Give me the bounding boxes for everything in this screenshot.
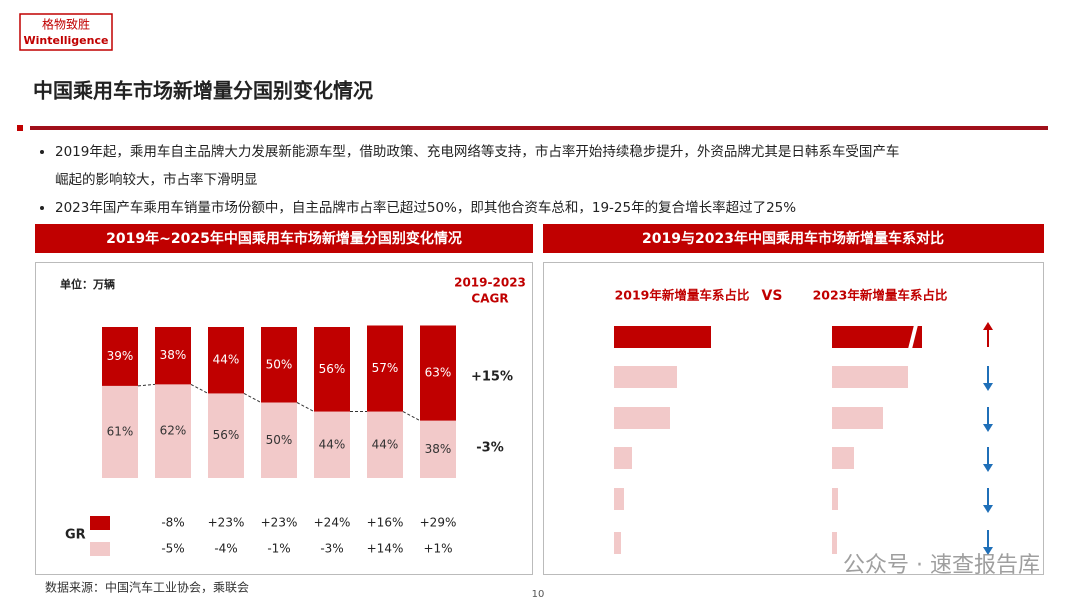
bar	[832, 488, 838, 510]
gr-value: -1%	[267, 542, 290, 556]
bar-segment	[367, 411, 403, 478]
bullet-dot	[40, 150, 44, 154]
value-label: 61%	[107, 424, 134, 438]
gr-value: -8%	[161, 516, 184, 530]
bar	[614, 488, 624, 510]
bar	[614, 532, 621, 554]
panel	[35, 262, 533, 575]
bullet-dot	[40, 206, 44, 210]
value-label: 38%	[160, 348, 187, 362]
value-label: 57%	[372, 361, 399, 375]
gr-label: GR	[65, 528, 86, 543]
header-band	[543, 224, 1044, 253]
slide-title: 中国乘用车市场新增量分国别变化情况	[33, 79, 373, 103]
trend-arrows	[983, 322, 993, 555]
title-rule	[30, 126, 1048, 130]
gr-value: -3%	[320, 542, 343, 556]
value-label: 44%	[213, 353, 240, 367]
bullet-text: 崛起的影响较大，市占率下滑明显	[55, 171, 258, 188]
rule-square	[17, 125, 23, 131]
connector	[296, 402, 315, 413]
value-label: 50%	[266, 357, 293, 371]
value-label: 44%	[372, 437, 399, 451]
gr-value: +24%	[314, 516, 351, 530]
bullet-text: 2023年国产车乘用车销量市场份额中，自主品牌市占率已超过50%，即其他合资车总…	[55, 199, 796, 216]
bar-segment	[314, 411, 350, 478]
bar-segment	[420, 325, 456, 421]
cagr-title: CAGR	[471, 292, 508, 306]
panel-title: 2019年新增量车系占比	[615, 288, 750, 303]
watermark: 公众号 · 速查报告库	[843, 553, 1040, 578]
bar	[832, 407, 883, 429]
bar-segment	[155, 384, 191, 478]
gr-swatch	[90, 516, 110, 530]
connector	[402, 411, 421, 422]
unit-label: 单位：万辆	[60, 277, 115, 291]
gr-value: +16%	[367, 516, 404, 530]
value-label: 56%	[213, 428, 240, 442]
bar-segment	[367, 325, 403, 412]
value-label: 56%	[319, 362, 346, 376]
cagr-value: -3%	[476, 441, 503, 456]
bar	[832, 326, 922, 348]
bar-segment	[208, 327, 244, 394]
connector	[137, 383, 156, 387]
connector	[190, 383, 209, 394]
bar-segment	[155, 327, 191, 385]
bar-segment	[314, 327, 350, 412]
bar	[832, 366, 908, 388]
value-label: 38%	[425, 442, 452, 456]
gr-value: +23%	[208, 516, 245, 530]
logo-cn: 格物致胜	[42, 17, 90, 32]
value-label: 62%	[160, 424, 187, 438]
bar-segment	[261, 327, 297, 403]
gr-value: +23%	[261, 516, 298, 530]
cagr-title: 2019-2023	[454, 276, 526, 290]
value-label: 63%	[425, 366, 452, 380]
panel-title: 2023年新增量车系占比	[813, 288, 948, 303]
bar-segment	[208, 393, 244, 478]
panel	[543, 262, 1044, 575]
connector	[243, 392, 262, 403]
bullet-text: 2019年起，乘用车自主品牌大力发展新能源车型，借助政策、充电网络等支持，市占率…	[55, 143, 899, 160]
logo-box	[19, 13, 113, 51]
header-band	[35, 224, 533, 253]
bar	[614, 326, 711, 348]
gr-value: +1%	[423, 542, 452, 556]
value-label: 39%	[107, 349, 134, 363]
chart-title: 2019与2023年中国乘用车市场新增量车系对比	[642, 230, 944, 247]
bar-segment	[102, 327, 138, 386]
logo-en: Wintelligence	[24, 34, 109, 47]
bar	[832, 447, 854, 469]
vs-label: VS	[762, 288, 783, 304]
gr-value: -4%	[214, 542, 237, 556]
value-label: 44%	[319, 437, 346, 451]
page-number: 10	[532, 589, 545, 600]
bar-segment	[102, 385, 138, 478]
gr-value: +29%	[420, 516, 457, 530]
chart-title: 2019年~2025年中国乘用车市场新增量分国别变化情况	[106, 230, 462, 247]
bar-segment	[420, 420, 456, 478]
value-label: 50%	[266, 433, 293, 447]
bar	[614, 447, 632, 469]
bar	[614, 407, 670, 429]
source: 数据来源：中国汽车工业协会，乘联会	[45, 580, 249, 595]
bar	[614, 366, 677, 388]
bar-segment	[261, 402, 297, 478]
bar	[832, 532, 837, 554]
cagr-value: +15%	[471, 370, 513, 385]
gr-swatch	[90, 542, 110, 556]
axis-break	[908, 325, 918, 349]
gr-value: -5%	[161, 542, 184, 556]
gr-value: +14%	[367, 542, 404, 556]
